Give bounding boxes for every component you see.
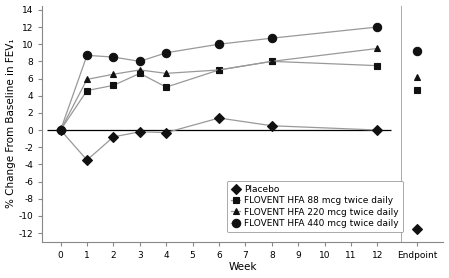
Placebo: [269, 124, 274, 127]
FLOVENT HFA 440 mcg twice daily: [84, 54, 90, 57]
FLOVENT HFA 220 mcg twice daily: [137, 68, 142, 72]
Placebo: [111, 135, 116, 138]
Placebo: [58, 128, 63, 132]
FLOVENT HFA 440 mcg twice daily: [137, 60, 142, 63]
Placebo: [84, 158, 90, 162]
FLOVENT HFA 88 mcg twice daily: [58, 128, 63, 132]
FLOVENT HFA 220 mcg twice daily: [375, 47, 380, 50]
FLOVENT HFA 440 mcg twice daily: [216, 43, 222, 46]
X-axis label: Week: Week: [229, 262, 257, 272]
Line: FLOVENT HFA 88 mcg twice daily: FLOVENT HFA 88 mcg twice daily: [57, 58, 381, 133]
Line: Placebo: Placebo: [57, 115, 381, 163]
Placebo: [375, 128, 380, 132]
Placebo: [163, 131, 169, 134]
Placebo: [137, 130, 142, 133]
FLOVENT HFA 440 mcg twice daily: [58, 128, 63, 132]
Y-axis label: % Change From Baseline in FEV₁: % Change From Baseline in FEV₁: [5, 39, 16, 208]
FLOVENT HFA 220 mcg twice daily: [84, 78, 90, 81]
Placebo: [216, 116, 222, 120]
FLOVENT HFA 88 mcg twice daily: [269, 60, 274, 63]
FLOVENT HFA 440 mcg twice daily: [375, 25, 380, 29]
FLOVENT HFA 220 mcg twice daily: [58, 128, 63, 132]
FLOVENT HFA 88 mcg twice daily: [163, 85, 169, 89]
FLOVENT HFA 440 mcg twice daily: [111, 55, 116, 59]
FLOVENT HFA 88 mcg twice daily: [216, 68, 222, 72]
FLOVENT HFA 88 mcg twice daily: [137, 72, 142, 75]
Line: FLOVENT HFA 440 mcg twice daily: FLOVENT HFA 440 mcg twice daily: [57, 23, 382, 134]
FLOVENT HFA 88 mcg twice daily: [84, 89, 90, 92]
FLOVENT HFA 88 mcg twice daily: [111, 84, 116, 87]
FLOVENT HFA 440 mcg twice daily: [163, 51, 169, 54]
FLOVENT HFA 88 mcg twice daily: [375, 64, 380, 67]
Legend: Placebo, FLOVENT HFA 88 mcg twice daily, FLOVENT HFA 220 mcg twice daily, FLOVEN: Placebo, FLOVENT HFA 88 mcg twice daily,…: [227, 181, 403, 232]
FLOVENT HFA 220 mcg twice daily: [163, 72, 169, 75]
FLOVENT HFA 220 mcg twice daily: [216, 68, 222, 72]
FLOVENT HFA 220 mcg twice daily: [111, 73, 116, 76]
Line: FLOVENT HFA 220 mcg twice daily: FLOVENT HFA 220 mcg twice daily: [57, 45, 381, 133]
FLOVENT HFA 220 mcg twice daily: [269, 60, 274, 63]
FLOVENT HFA 440 mcg twice daily: [269, 36, 274, 40]
